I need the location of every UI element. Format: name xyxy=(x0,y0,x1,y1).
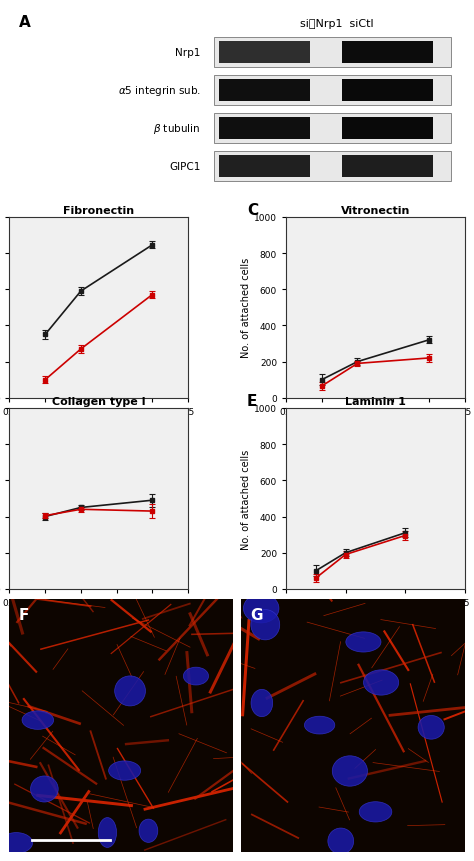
FancyBboxPatch shape xyxy=(219,118,310,139)
Ellipse shape xyxy=(304,716,335,734)
Text: F: F xyxy=(18,607,29,622)
Ellipse shape xyxy=(183,667,209,685)
Ellipse shape xyxy=(418,715,444,740)
X-axis label: μg/ml: μg/ml xyxy=(84,613,114,623)
Title: Collagen type I: Collagen type I xyxy=(52,396,146,406)
Ellipse shape xyxy=(359,802,392,822)
FancyBboxPatch shape xyxy=(214,77,451,106)
Ellipse shape xyxy=(115,676,146,706)
Y-axis label: No. of attached cells: No. of attached cells xyxy=(241,449,251,549)
Text: Nrp1: Nrp1 xyxy=(175,48,201,59)
FancyBboxPatch shape xyxy=(219,156,310,177)
Title: Vitronectin: Vitronectin xyxy=(341,206,410,215)
FancyBboxPatch shape xyxy=(219,42,310,65)
Text: siℊNrp1  siCtl: siℊNrp1 siCtl xyxy=(301,19,374,28)
Ellipse shape xyxy=(109,761,141,780)
Text: G: G xyxy=(250,607,263,622)
Y-axis label: No. of attached cells: No. of attached cells xyxy=(241,258,251,358)
FancyBboxPatch shape xyxy=(219,80,310,102)
Text: $\alpha$5 integrin sub.: $\alpha$5 integrin sub. xyxy=(118,84,201,98)
Text: $\beta$ tubulin: $\beta$ tubulin xyxy=(154,122,201,136)
Ellipse shape xyxy=(364,670,399,696)
Text: GIPC1: GIPC1 xyxy=(169,162,201,171)
FancyBboxPatch shape xyxy=(342,80,433,102)
Ellipse shape xyxy=(332,756,367,786)
FancyBboxPatch shape xyxy=(214,152,451,182)
FancyBboxPatch shape xyxy=(342,156,433,177)
Ellipse shape xyxy=(30,776,58,802)
Ellipse shape xyxy=(346,632,381,653)
FancyBboxPatch shape xyxy=(342,42,433,65)
Text: A: A xyxy=(18,15,30,29)
Ellipse shape xyxy=(22,711,54,729)
Ellipse shape xyxy=(98,818,117,847)
Title: Laminin 1: Laminin 1 xyxy=(345,396,406,406)
Ellipse shape xyxy=(251,610,280,640)
Ellipse shape xyxy=(139,819,158,842)
X-axis label: μg/ml: μg/ml xyxy=(84,422,114,432)
Title: Fibronectin: Fibronectin xyxy=(63,206,134,215)
X-axis label: μg/ml: μg/ml xyxy=(360,422,390,432)
Ellipse shape xyxy=(244,594,279,623)
FancyBboxPatch shape xyxy=(214,39,451,68)
Ellipse shape xyxy=(0,833,33,853)
X-axis label: μg/ml: μg/ml xyxy=(360,613,390,623)
FancyBboxPatch shape xyxy=(342,118,433,139)
Ellipse shape xyxy=(251,690,273,717)
FancyBboxPatch shape xyxy=(214,114,451,144)
Text: E: E xyxy=(247,394,257,409)
Ellipse shape xyxy=(328,828,354,854)
Text: C: C xyxy=(247,203,258,218)
